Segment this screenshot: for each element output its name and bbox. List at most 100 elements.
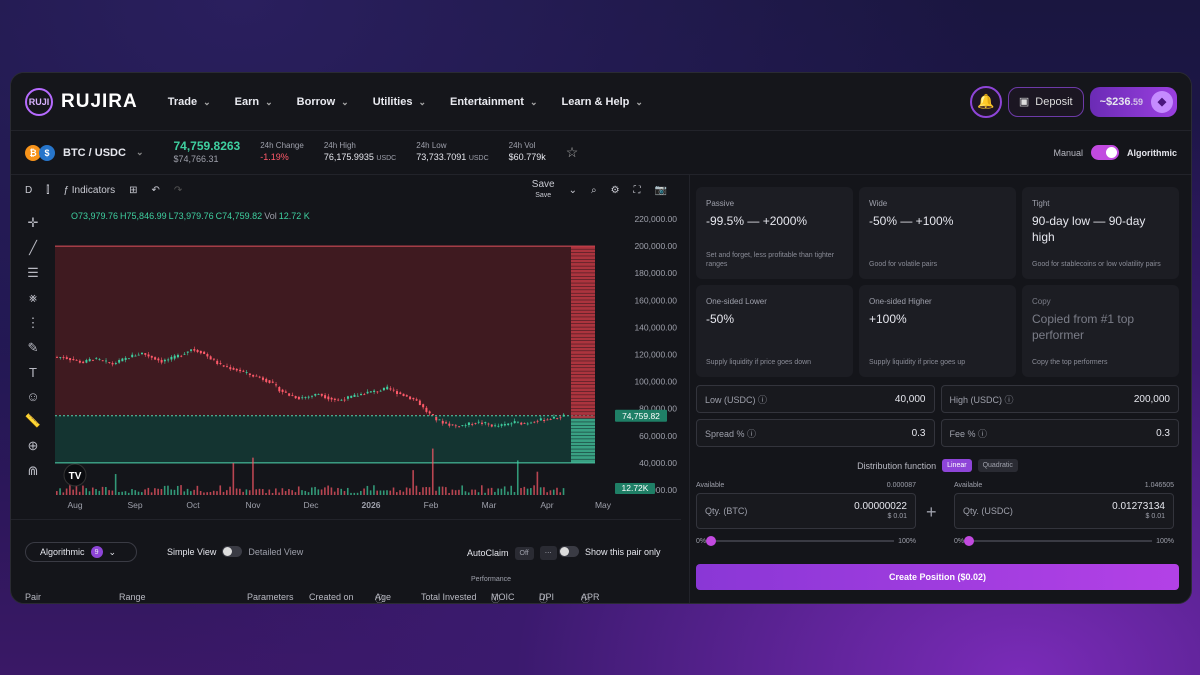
fee-input[interactable]: Fee % ⓘ 0.3 [940,419,1179,447]
view-switch[interactable] [222,546,243,557]
more-icon[interactable]: ⋯ [539,546,557,560]
count-badge: 9 [90,546,103,558]
col-age[interactable]: Age ⓘ [375,592,392,604]
card-copy[interactable]: Copy Copied from #1 top performer Copy the… [1022,285,1179,377]
spread-input[interactable]: Spread % ⓘ 0.3 [696,419,935,447]
col-range[interactable]: Range [119,592,146,602]
liquidity-bar [571,456,595,459]
col-apr[interactable]: APR ⓘ [581,592,600,604]
col-pair[interactable]: Pair [25,592,42,602]
usdc-slider[interactable]: 0% 100% [954,536,1174,546]
brush-icon[interactable]: ✎ [27,340,39,355]
btc-slider[interactable]: 0% 100% [696,536,916,546]
save-button[interactable]: Save Save [531,179,555,200]
liquidity-bar [571,452,595,456]
card-passive[interactable]: Passive -99.5% — +2000% Set and forget, le… [696,187,853,279]
liquidity-bar [571,449,595,453]
notification-bell-icon[interactable]: 🔔 [969,85,1002,118]
volume-bar [350,492,352,495]
card-one-sided-lower[interactable]: One-sided Lower -50% Supply liquidity if p… [696,285,853,377]
settings-icon[interactable]: ⚙ [610,184,620,196]
volume-bar [474,489,477,495]
top-nav: RUJI RUJIRA Trade ⌄ Earn ⌄ Borrow ⌄ Utiliti… [11,73,1191,131]
card-wide[interactable]: Wide -50% — +100% Good for volatile pairs [859,187,1016,279]
liquidity-bar [571,246,595,249]
star-icon[interactable]: ☆ [565,144,579,160]
autoclaim-state[interactable]: Off [514,546,534,560]
liquidity-bar [571,337,595,341]
volume-bar [562,488,565,495]
col-moic[interactable]: MOIC ⓘ [491,592,515,604]
candle [265,378,268,382]
quadratic-button[interactable]: Quadratic [977,459,1018,472]
undo-icon[interactable]: ↶ [151,184,160,196]
menu-borrow[interactable]: Borrow ⌄ [296,95,349,108]
candle-type-icon[interactable]: ⫿ [46,184,50,196]
crosshair-icon[interactable]: ✛ [27,215,39,230]
interval-selector[interactable]: D [25,184,33,196]
price-chart[interactable]: 220,000.00 200,000.00 180,000.00 160,000.00… [55,205,681,519]
card-tight[interactable]: Tight 90-day low — 90-day high Good for st… [1022,187,1179,279]
create-position-button[interactable]: Create Position ($0.02) [696,564,1179,590]
quick-search-icon[interactable]: ⌕ [590,184,597,196]
redo-icon[interactable]: ↷ [173,184,183,196]
deposit-button[interactable]: ▣ Deposit [1007,86,1084,117]
volume-bar [543,487,545,495]
menu-trade[interactable]: Trade ⌄ [167,95,211,108]
menu-entertainment[interactable]: Entertainment ⌄ [449,95,538,108]
col-created-on[interactable]: Created on [309,592,354,602]
col-dpi[interactable]: DPI ⓘ [539,592,555,604]
algorithmic-dropdown[interactable]: Algorithmic 9 ⌄ [25,542,137,562]
low-input[interactable]: Low (USDC) ⓘ 40,000 [696,385,935,413]
candle [245,372,248,373]
usdc-qty-input[interactable]: Qty. (USDC) 0.01273134 $ 0.01 [954,493,1174,529]
volume-bar [353,492,356,495]
fullscreen-icon[interactable]: ⛶ [633,184,641,196]
liquidity-bar [571,313,595,317]
chevron-down-icon[interactable]: ⌄ [568,184,577,196]
volume-bar [193,489,195,495]
camera-icon[interactable]: 📷 [654,184,667,196]
fib-icon[interactable]: ☰ [27,265,39,280]
menu-earn[interactable]: Earn ⌄ [234,95,273,108]
slider-knob[interactable] [706,536,717,546]
chart-panel: D ⫿ ƒ Indicators ⊞ ↶ ↷ Save Save ⌄ ⌕ ⚙ ⛶ … [11,175,681,604]
projection-icon[interactable]: ⋮ [26,315,40,330]
pair-selector[interactable]: ₿ $ BTC / USDC ⌄ [25,144,144,161]
volume-bar [154,488,156,495]
show-pair-switch[interactable] [559,546,579,557]
menu-utilities[interactable]: Utilities ⌄ [372,95,426,108]
candle [343,399,346,401]
volume-bar [62,492,65,495]
logo[interactable]: RUJI RUJIRA [25,87,138,116]
layout-icon[interactable]: ⊞ [129,184,138,196]
mode-switch[interactable] [1090,145,1119,160]
volume-bar [458,489,460,495]
mode-manual-label: Manual [1053,147,1083,158]
menu-learn-help[interactable]: Learn & Help ⌄ [561,95,643,108]
balance-button[interactable]: ~$236.59 ◆ [1089,86,1177,117]
emoji-icon[interactable]: ☺ [26,389,40,404]
volume-bar [297,486,300,495]
volume-bar [199,490,202,495]
candle [124,357,127,360]
indicators-button[interactable]: ƒ Indicators [63,184,116,196]
candle [307,396,310,398]
zoom-icon[interactable]: ⊕ [27,438,39,453]
text-icon[interactable]: T [29,365,37,380]
high-input[interactable]: High (USDC) ⓘ 200,000 [940,385,1179,413]
linear-button[interactable]: Linear [942,459,972,472]
trendline-icon[interactable]: ╱ [29,240,37,255]
col-parameters[interactable]: Parameters [247,592,294,602]
candle [445,422,448,424]
ruler-icon[interactable]: 📏 [24,413,42,428]
btc-qty-input[interactable]: Qty. (BTC) 0.00000022 $ 0.01 [696,493,916,529]
liquidity-bar [571,384,595,388]
slider-knob[interactable] [964,536,975,546]
card-one-sided-higher[interactable]: One-sided Higher +100% Supply liquidity if… [859,285,1016,377]
view-toggle: Simple View Detailed View [167,546,304,557]
magnet-icon[interactable]: ⋒ [27,463,39,478]
col-total-invested[interactable]: Total Invested [421,592,477,602]
candle [160,359,163,363]
pattern-icon[interactable]: ⨳ [28,290,38,305]
